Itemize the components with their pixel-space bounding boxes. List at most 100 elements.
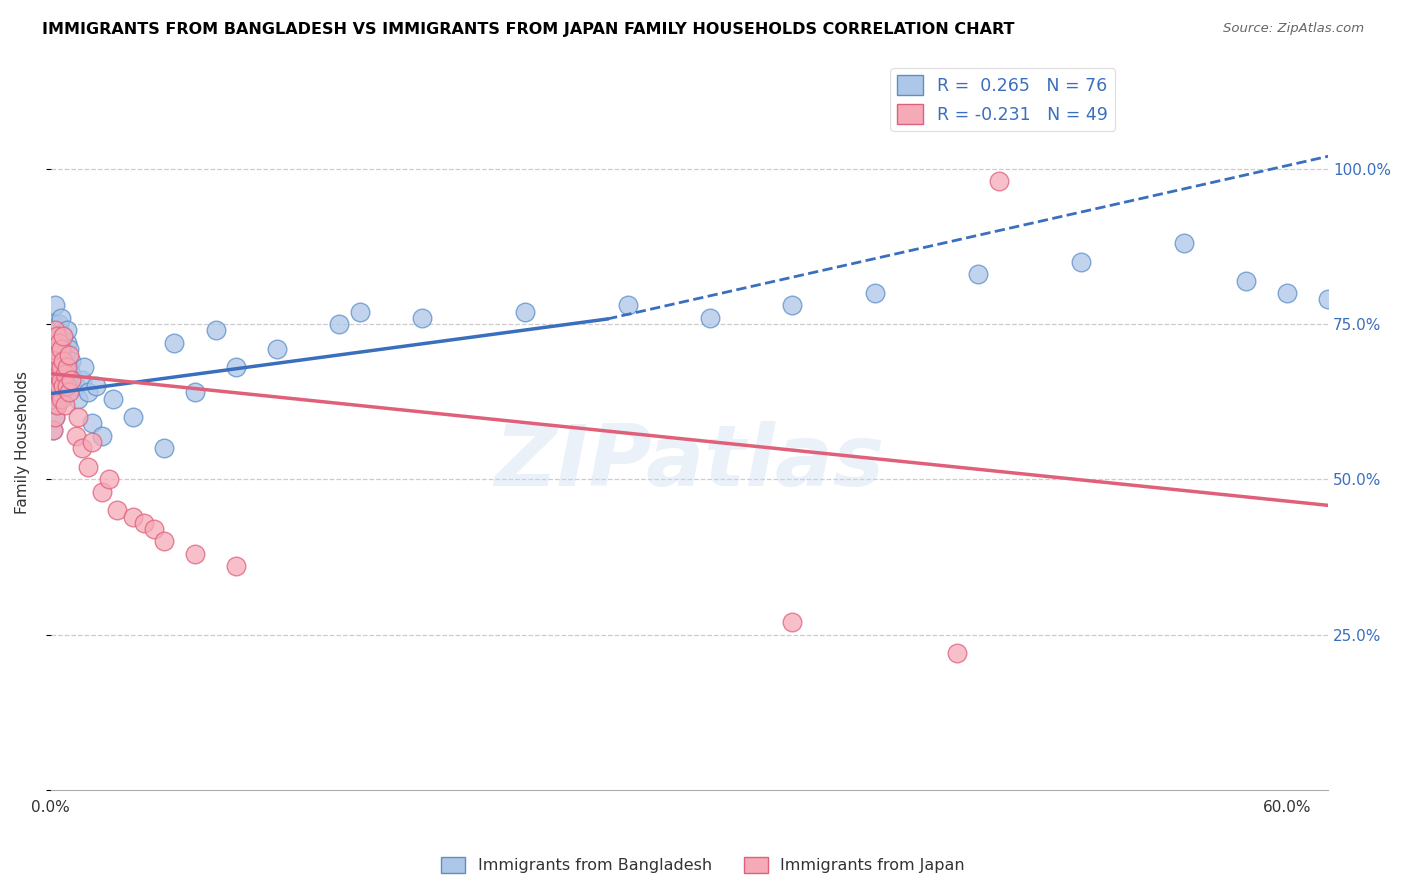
Point: [49, 373, 72, 387]
Point: [66, 410, 89, 425]
Point: [42, 367, 65, 381]
Point: [58, 342, 80, 356]
Point: [132, 516, 155, 530]
Point: [42, 348, 65, 362]
Point: [46, 335, 69, 350]
Point: [56, 379, 79, 393]
Y-axis label: Family Households: Family Households: [15, 370, 30, 514]
Point: [184, 385, 207, 400]
Point: [101, 392, 124, 406]
Point: [46, 323, 69, 337]
Point: [44, 323, 66, 337]
Point: [53, 367, 76, 381]
Point: [44, 360, 66, 375]
Point: [46, 348, 69, 362]
Point: [49, 379, 72, 393]
Point: [70, 373, 93, 387]
Point: [73, 360, 96, 375]
Point: [42, 367, 65, 381]
Point: [46, 398, 69, 412]
Point: [56, 323, 79, 337]
Point: [204, 323, 226, 337]
Point: [52, 342, 75, 356]
Point: [80, 435, 103, 450]
Point: [44, 335, 66, 350]
Point: [53, 360, 76, 375]
Point: [56, 360, 79, 375]
Point: [48, 342, 70, 356]
Point: [70, 441, 93, 455]
Point: [97, 472, 120, 486]
Point: [1173, 236, 1195, 251]
Point: [153, 534, 176, 549]
Point: [967, 268, 990, 282]
Point: [225, 360, 247, 375]
Point: [49, 335, 72, 350]
Point: [84, 379, 107, 393]
Point: [44, 410, 66, 425]
Point: [42, 423, 65, 437]
Point: [58, 360, 80, 375]
Point: [60, 373, 83, 387]
Point: [42, 423, 65, 437]
Point: [122, 410, 145, 425]
Point: [49, 348, 72, 362]
Point: [52, 354, 75, 368]
Point: [142, 522, 165, 536]
Point: [266, 342, 288, 356]
Point: [60, 354, 83, 368]
Point: [46, 348, 69, 362]
Point: [1070, 255, 1092, 269]
Point: [411, 310, 433, 325]
Point: [42, 317, 65, 331]
Point: [48, 373, 70, 387]
Point: [49, 360, 72, 375]
Point: [52, 354, 75, 368]
Point: [42, 392, 65, 406]
Point: [56, 335, 79, 350]
Point: [44, 354, 66, 368]
Point: [42, 348, 65, 362]
Point: [44, 298, 66, 312]
Point: [42, 335, 65, 350]
Point: [52, 329, 75, 343]
Point: [56, 373, 79, 387]
Point: [48, 354, 70, 368]
Point: [66, 392, 89, 406]
Point: [863, 285, 886, 300]
Point: [225, 559, 247, 574]
Point: [44, 410, 66, 425]
Point: [58, 348, 80, 362]
Point: [46, 360, 69, 375]
Point: [42, 379, 65, 393]
Point: [48, 385, 70, 400]
Point: [49, 310, 72, 325]
Point: [44, 329, 66, 343]
Point: [53, 348, 76, 362]
Point: [153, 441, 176, 455]
Point: [987, 174, 1010, 188]
Legend: Immigrants from Bangladesh, Immigrants from Japan: Immigrants from Bangladesh, Immigrants f…: [434, 850, 972, 880]
Point: [42, 392, 65, 406]
Point: [946, 646, 969, 660]
Point: [44, 373, 66, 387]
Point: [782, 298, 804, 312]
Point: [49, 360, 72, 375]
Point: [1317, 292, 1340, 306]
Point: [48, 317, 70, 331]
Text: Source: ZipAtlas.com: Source: ZipAtlas.com: [1223, 22, 1364, 36]
Point: [46, 398, 69, 412]
Point: [48, 335, 70, 350]
Point: [60, 367, 83, 381]
Point: [48, 385, 70, 400]
Text: IMMIGRANTS FROM BANGLADESH VS IMMIGRANTS FROM JAPAN FAMILY HOUSEHOLDS CORRELATIO: IMMIGRANTS FROM BANGLADESH VS IMMIGRANTS…: [42, 22, 1015, 37]
Point: [1234, 273, 1257, 287]
Point: [616, 298, 638, 312]
Point: [65, 429, 87, 443]
Point: [77, 385, 100, 400]
Point: [58, 385, 80, 400]
Point: [65, 379, 87, 393]
Point: [42, 360, 65, 375]
Point: [46, 379, 69, 393]
Point: [46, 367, 69, 381]
